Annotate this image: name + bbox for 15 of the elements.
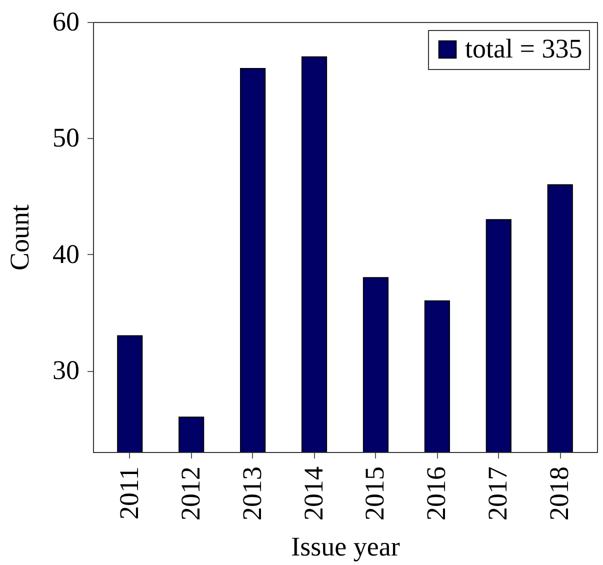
x-tick-label: 2018 bbox=[544, 466, 574, 520]
y-tick-label: 40 bbox=[52, 238, 80, 269]
legend-label: total = 335 bbox=[465, 34, 582, 64]
x-tick-label: 2013 bbox=[236, 466, 267, 520]
y-axis-title: Count bbox=[4, 204, 34, 271]
y-tick-label: 50 bbox=[52, 122, 80, 153]
x-tick-label: 2011 bbox=[114, 466, 144, 520]
x-tick-label: 2016 bbox=[421, 466, 452, 520]
x-tick-label: 2014 bbox=[298, 466, 328, 520]
y-tick-label: 60 bbox=[52, 6, 80, 36]
x-tick-label: 2017 bbox=[482, 466, 513, 520]
x-axis-title: Issue year bbox=[291, 532, 400, 562]
x-tick-label: 2015 bbox=[360, 466, 390, 520]
y-tick-label: 30 bbox=[52, 355, 80, 386]
x-tick-label: 2012 bbox=[175, 466, 206, 520]
